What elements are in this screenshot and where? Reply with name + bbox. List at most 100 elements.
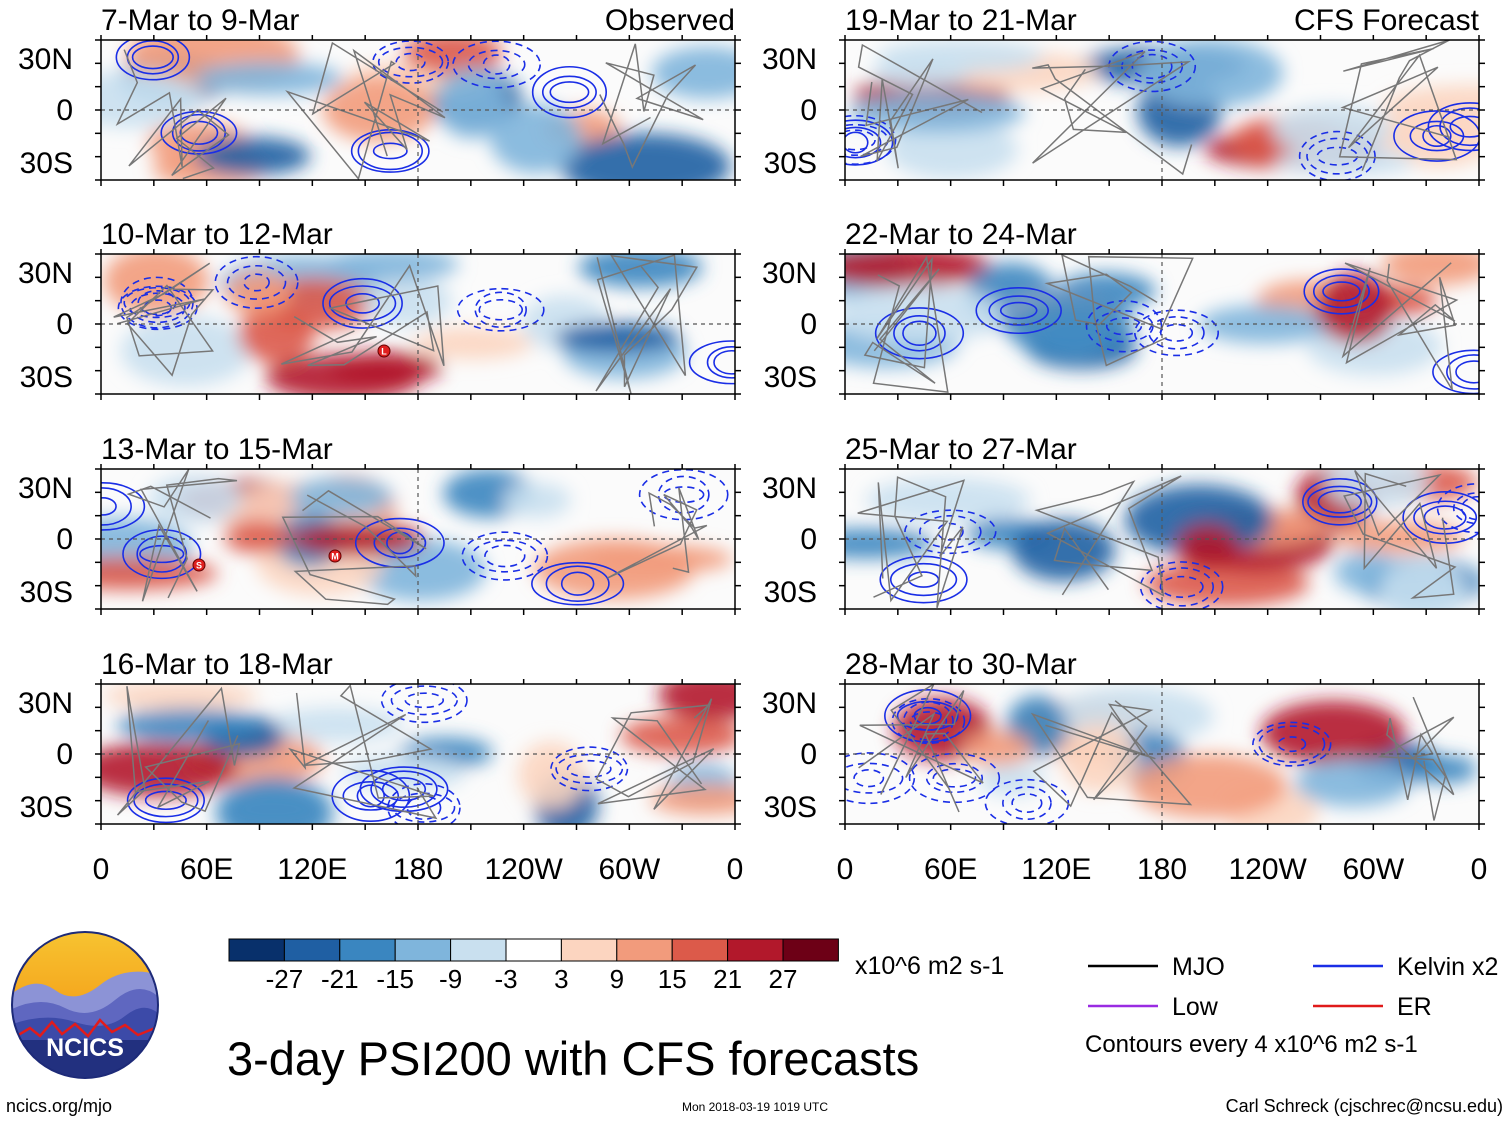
colorbar-swatch: [671, 938, 729, 962]
storm-marker: S: [192, 558, 206, 572]
x-tick-label: 0: [1471, 853, 1488, 886]
colorbar-swatch: [394, 938, 452, 962]
y-tick-label: 30N: [18, 257, 73, 290]
legend-item-kelvin-x2: Kelvin x2: [1313, 953, 1498, 981]
x-tick-label: 180: [393, 853, 443, 886]
x-tick-label: 120E: [1021, 853, 1091, 886]
x-tick-label: 120W: [484, 853, 563, 886]
y-tick-label: 0: [800, 94, 817, 127]
svg-text:L: L: [381, 347, 387, 357]
panel-period-label: 19-Mar to 21-Mar: [845, 4, 1077, 37]
colorbar-label: 15: [658, 964, 687, 994]
y-tick-label: 30S: [20, 576, 73, 609]
storm-marker: M: [328, 549, 342, 563]
legend-item-mjo: MJO: [1088, 953, 1225, 981]
svg-text:S: S: [196, 561, 202, 571]
colorbar-swatch: [505, 938, 562, 962]
colorbar: -27 -21 -15 -9 -3 3 9 15 21 27: [228, 938, 839, 994]
colorbar-swatch: [727, 938, 784, 962]
legend: MJO Kelvin x2 Low ER: [1088, 953, 1498, 1021]
svg-text:MJO: MJO: [1172, 953, 1225, 981]
y-tick-label: 0: [800, 738, 817, 771]
x-tick-label: 180: [1137, 853, 1187, 886]
legend-item-low: Low: [1088, 993, 1219, 1021]
y-tick-label: 30N: [18, 43, 73, 76]
y-tick-label: 30S: [764, 361, 817, 394]
ncics-logo: NCICS: [11, 931, 159, 1079]
y-tick-label: 0: [800, 308, 817, 341]
y-tick-label: 30S: [764, 791, 817, 824]
panel-period-label: 22-Mar to 24-Mar: [845, 218, 1077, 251]
y-tick-label: 0: [56, 738, 73, 771]
colorbar-label: 3: [554, 964, 568, 994]
x-tick-label: 60E: [180, 853, 233, 886]
y-tick-label: 30N: [762, 43, 817, 76]
chart-title: 3-day PSI200 with CFS forecasts: [227, 1032, 919, 1085]
x-tick-label: 120W: [1228, 853, 1307, 886]
y-tick-label: 0: [56, 308, 73, 341]
y-tick-label: 30S: [20, 147, 73, 180]
y-tick-label: 30S: [20, 361, 73, 394]
svg-text:Low: Low: [1172, 993, 1219, 1021]
contour-note: Contours every 4 x10^6 m2 s-1: [1085, 1031, 1418, 1058]
x-tick-label: 0: [837, 853, 854, 886]
panel-period-label: 7-Mar to 9-Mar: [101, 4, 299, 37]
y-tick-label: 0: [56, 523, 73, 556]
y-tick-label: 30N: [762, 257, 817, 290]
colorbar-label: -15: [376, 964, 414, 994]
y-tick-label: 30N: [762, 687, 817, 720]
colorbar-label: 21: [713, 964, 742, 994]
y-tick-label: 0: [56, 94, 73, 127]
storm-marker: L: [377, 344, 391, 358]
panel-period-label: 28-Mar to 30-Mar: [845, 648, 1077, 681]
x-tick-label: 0: [727, 853, 744, 886]
map-panel-5: 30N 0 30S 19-Mar to 21-Mar CFS Forecast: [762, 4, 1485, 186]
y-tick-label: 30N: [18, 687, 73, 720]
colorbar-swatch: [339, 938, 396, 962]
x-tick-label: 0: [93, 853, 110, 886]
y-tick-label: 30N: [762, 472, 817, 505]
colorbar-label: -3: [494, 964, 517, 994]
svg-text:Kelvin x2: Kelvin x2: [1397, 953, 1498, 981]
colorbar-swatch: [228, 938, 285, 962]
colorbar-swatch: [450, 938, 507, 962]
colorbar-label: 27: [769, 964, 798, 994]
map-panel-8: 30N 0 30S 28-Mar to 30-Mar: [762, 648, 1485, 830]
svg-text:ER: ER: [1397, 993, 1432, 1021]
colorbar-label: -9: [439, 964, 462, 994]
panel-period-label: 13-Mar to 15-Mar: [101, 433, 333, 466]
colorbar-swatch: [782, 938, 839, 962]
colorbar-swatch: [283, 938, 341, 962]
x-tick-label: 60W: [1342, 853, 1404, 886]
credit: Carl Schreck (cjschrec@ncsu.edu): [1226, 1096, 1503, 1116]
map-panel-6: 30N 0 30S 22-Mar to 24-Mar: [762, 218, 1485, 400]
colorbar-label: -21: [321, 964, 359, 994]
x-tick-label: 120E: [277, 853, 347, 886]
map-panel-4: 30N 0 30S 16-Mar to 18-Mar: [18, 648, 741, 830]
y-tick-label: 0: [800, 523, 817, 556]
y-tick-label: 30N: [18, 472, 73, 505]
map-panels: 30N 0 30S 7-Mar to 9-Mar Observed 30N 0 30S 10-M…: [18, 4, 1485, 830]
logo-text: NCICS: [46, 1034, 124, 1062]
y-tick-label: 30S: [764, 147, 817, 180]
panel-period-label: 25-Mar to 27-Mar: [845, 433, 1077, 466]
footer-url: ncics.org/mjo: [6, 1096, 112, 1116]
map-panel-3: 30N 0 30S 13-Mar to 15-Mar: [18, 433, 741, 615]
timestamp: Mon 2018-03-19 1019 UTC: [682, 1100, 828, 1114]
colorbar-label: -27: [266, 964, 304, 994]
colorbar-swatch: [560, 938, 618, 962]
map-panel-2: 30N 0 30S 10-Mar to 12-Mar: [18, 218, 741, 400]
colorbar-swatch: [616, 938, 673, 962]
y-tick-label: 30S: [764, 576, 817, 609]
svg-text:M: M: [331, 552, 339, 562]
forecast-label: CFS Forecast: [1294, 4, 1480, 37]
x-axis-ticks: 0 60E 120E 180 120W 60W 0 0 60E 120E 180 120W 60W 0: [93, 853, 1488, 886]
x-tick-label: 60E: [924, 853, 977, 886]
observed-label: Observed: [605, 4, 735, 37]
x-tick-label: 60W: [598, 853, 660, 886]
colorbar-units: x10^6 m2 s-1: [855, 952, 1004, 980]
colorbar-label: 9: [610, 964, 624, 994]
panel-period-label: 10-Mar to 12-Mar: [101, 218, 333, 251]
panel-period-label: 16-Mar to 18-Mar: [101, 648, 333, 681]
